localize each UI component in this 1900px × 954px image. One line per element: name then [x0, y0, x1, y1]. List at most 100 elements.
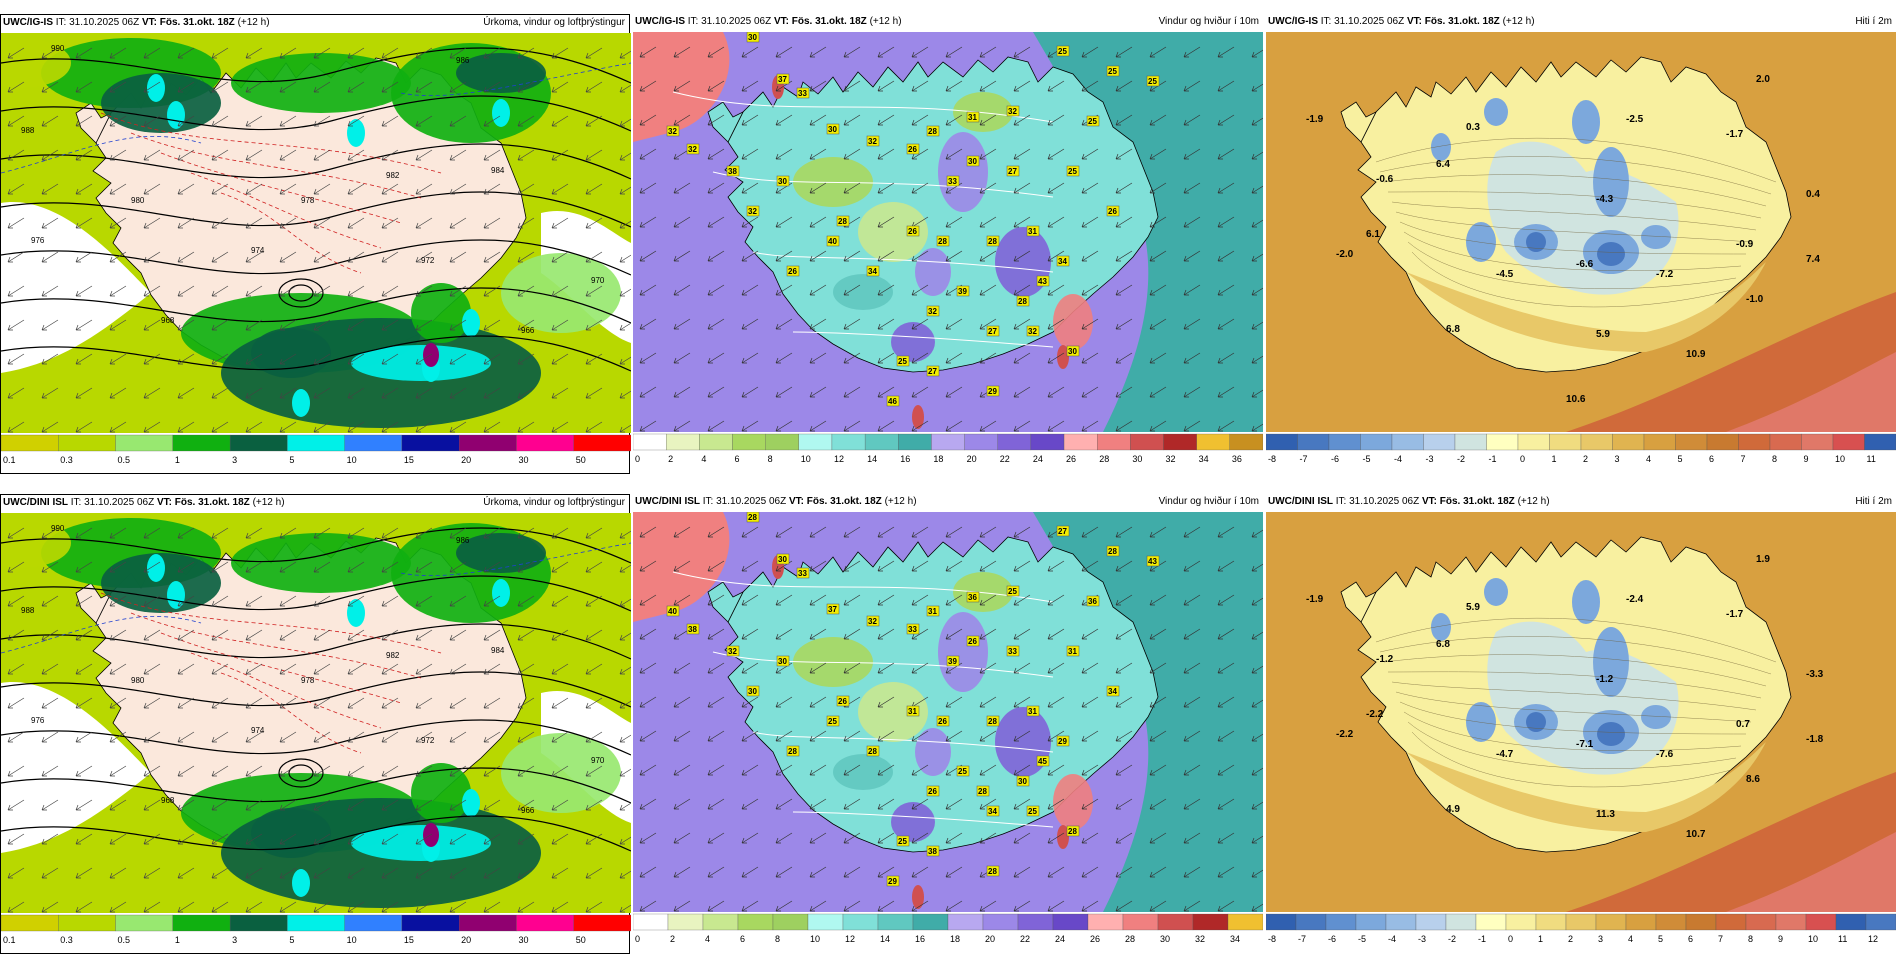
gust-label: 39	[948, 657, 957, 666]
colorbar: 0 2 4 6 8 10 12 14 16 18 20 22 24 26 28 30 32 34	[633, 913, 1263, 944]
gust-label: 28	[978, 787, 987, 796]
isobar-label: 980	[131, 676, 145, 685]
gust-label: 32	[928, 307, 937, 316]
isobar-label: 984	[491, 166, 505, 175]
colorbar-cell	[459, 914, 517, 932]
colorbar-label: -4	[1388, 934, 1396, 944]
colorbar-cell	[229, 914, 288, 932]
temp-label: 6.8	[1436, 639, 1450, 650]
precip-area	[231, 53, 411, 113]
colorbar-label: 0	[635, 934, 640, 944]
gust-label: 32	[1008, 107, 1017, 116]
colorbar-label: 7	[1741, 454, 1746, 464]
gust-label: 25	[1068, 167, 1077, 176]
panel-title: UWC/DINI ISL IT: 31.10.2025 06Z VT: Fös.…	[633, 494, 1263, 510]
gust-label: 25	[1008, 587, 1017, 596]
gust-label: 25	[1088, 117, 1097, 126]
colorbar-label: 6	[740, 934, 745, 944]
colorbar-cell	[1385, 913, 1417, 931]
dry-sector-west	[1, 202, 151, 373]
precip-area	[251, 808, 331, 858]
colorbar-cell	[1685, 913, 1717, 931]
gust-label: 31	[908, 707, 917, 716]
colorbar-label: 26	[1066, 454, 1076, 464]
isobar-label: 982	[386, 651, 400, 660]
lead-time: (+12 h)	[252, 497, 285, 508]
colorbar-cell	[807, 913, 844, 931]
isobar-label: 988	[21, 126, 35, 135]
colorbar-label: -8	[1268, 454, 1276, 464]
heavy-precip-cell	[147, 554, 165, 582]
forecast-map: 30 37 33 32 32 30 38 32 30 26 31 28 32 32 40 26 28 26 34 33…	[633, 32, 1263, 432]
gust-label: 26	[908, 227, 917, 236]
gust-label: 25	[958, 767, 967, 776]
colorbar-label: 7	[1718, 934, 1723, 944]
gust-label: 39	[958, 287, 967, 296]
gust-label: 27	[928, 367, 937, 376]
gust-label: 36	[1088, 597, 1097, 606]
panel-title: UWC/IG-IS IT: 31.10.2025 06Z VT: Fös. 31…	[1266, 14, 1896, 30]
isobar-label: 978	[301, 196, 315, 205]
temp-label: -2.2	[1336, 729, 1354, 740]
colorbar-label: 30	[518, 455, 528, 465]
colorbar-label: 16	[900, 454, 910, 464]
heavy-precip-cell	[292, 869, 310, 897]
valid-time: VT: Fös. 31.okt. 18Z	[773, 16, 867, 27]
colorbar-cell	[172, 434, 231, 452]
gust-label: 34	[1058, 257, 1067, 266]
colorbar-label: 15	[404, 935, 414, 945]
colorbar-cell	[58, 434, 116, 452]
panel-title-left: UWC/IG-IS IT: 31.10.2025 06Z VT: Fös. 31…	[635, 14, 902, 30]
wind-speed-patch	[1018, 130, 1088, 174]
colorbar-label: 32	[1195, 934, 1205, 944]
precip-area	[411, 763, 471, 823]
cold-spot	[1641, 705, 1671, 729]
isobar-label: 990	[51, 524, 65, 533]
colorbar-label: 0	[635, 454, 640, 464]
colorbar-label: 0.1	[3, 455, 16, 465]
wind-speed-patch	[858, 682, 928, 742]
gust-label: 31	[1068, 647, 1077, 656]
panel-title: UWC/IG-IS IT: 31.10.2025 06Z VT: Fös. 31…	[633, 14, 1263, 30]
temp-contours	[100, 112, 442, 274]
gust-label: 28	[988, 237, 997, 246]
panel-title-left: UWC/DINI ISL IT: 31.10.2025 06Z VT: Fös.…	[635, 494, 917, 510]
colorbar-cell	[898, 433, 932, 451]
lead-time: (+12 h)	[1517, 496, 1550, 507]
init-time: IT: 31.10.2025 06Z	[70, 497, 155, 508]
gust-label: 40	[668, 607, 677, 616]
colorbar-label: 8	[775, 934, 780, 944]
colorbar-label: 3	[232, 455, 237, 465]
colorbar-label: -6	[1328, 934, 1336, 944]
colorbar-label: 24	[1055, 934, 1065, 944]
init-time: IT: 31.10.2025 06Z	[1335, 496, 1420, 507]
colorbar-cell	[1655, 913, 1687, 931]
temp-label: 2.0	[1756, 74, 1770, 85]
gust-label: 29	[988, 387, 997, 396]
colorbar-cell	[1325, 913, 1357, 931]
precip-area	[501, 733, 621, 813]
gust-label: 38	[928, 847, 937, 856]
colorbar-cell	[172, 914, 231, 932]
colorbar-cell	[947, 913, 984, 931]
colorbar-cell	[982, 913, 1019, 931]
cold-spot	[1484, 98, 1508, 126]
gust-label: 36	[968, 593, 977, 602]
isobar-label: 978	[301, 676, 315, 685]
cold-spot	[1572, 580, 1600, 624]
colorbar-cell	[1625, 913, 1657, 931]
colorbar-cell	[1328, 433, 1361, 451]
temp-label: -1.9	[1306, 594, 1324, 605]
colorbar-label: 20	[967, 454, 977, 464]
coldest-spot	[1526, 232, 1546, 252]
colorbar-cell	[1675, 433, 1708, 451]
colorbar-cell	[1097, 433, 1131, 451]
isobar-label: 976	[31, 716, 45, 725]
colorbar-cell	[798, 433, 833, 451]
colorbar-cell	[516, 914, 574, 932]
colorbar-label: 50	[576, 935, 586, 945]
gust-label: 37	[778, 75, 787, 84]
colorbar-cell	[1612, 433, 1645, 451]
temp-label: -1.2	[1376, 654, 1394, 665]
cold-spot	[1593, 627, 1629, 697]
